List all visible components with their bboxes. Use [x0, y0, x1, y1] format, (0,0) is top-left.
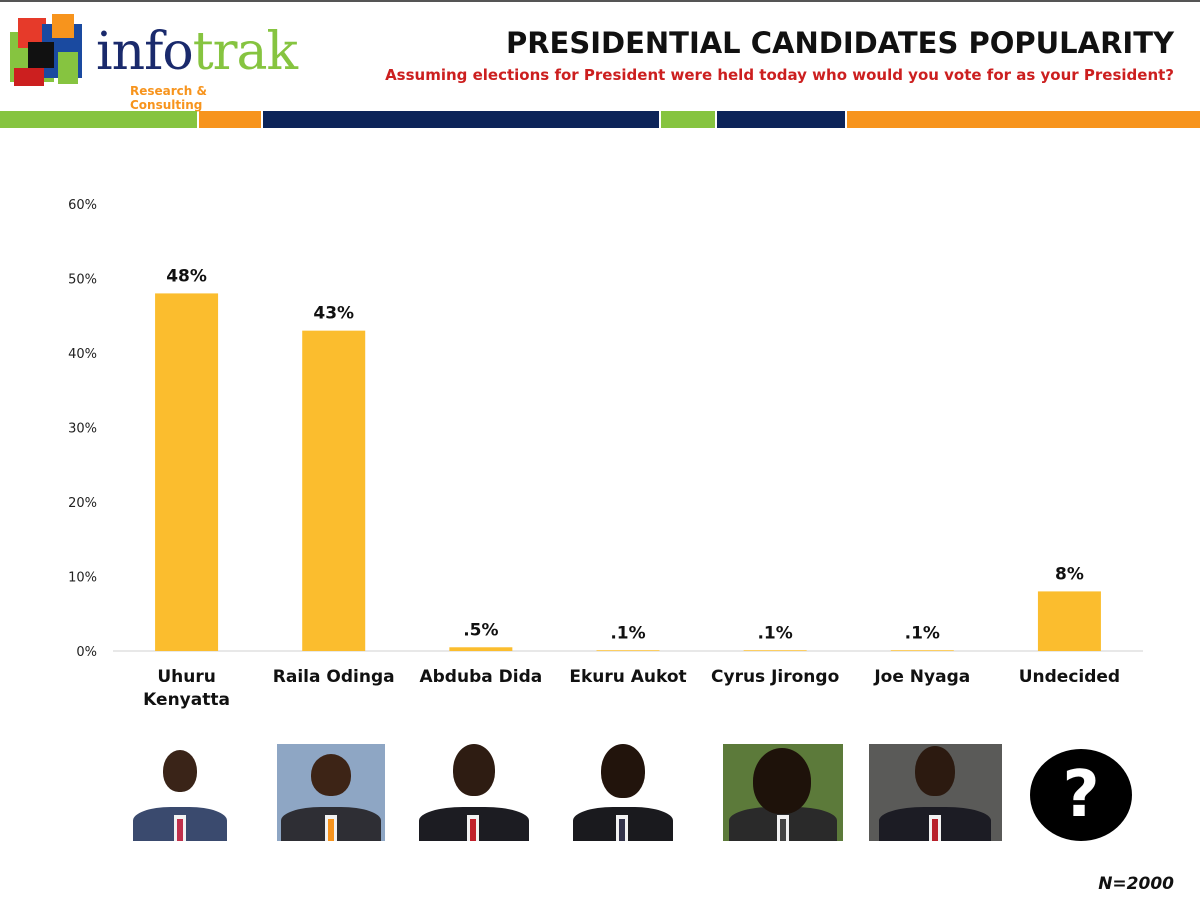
top-border-line: [0, 0, 1200, 2]
data-label: .1%: [905, 623, 940, 643]
category-label: Uhuru: [157, 667, 216, 687]
infotrak-logo: infotrak Research & Consulting: [8, 12, 298, 112]
joe-nyaga-photo: [869, 744, 1002, 841]
undecided-question-icon: ?: [1030, 749, 1132, 841]
data-label: .1%: [757, 623, 792, 643]
bar: [596, 650, 660, 651]
data-label: 43%: [313, 304, 354, 324]
bar-chart: 0% 10% 20% 30% 40% 50% 60% 48% Uhuru Kenyatta 43% R…: [68, 198, 1143, 710]
stripe-green-2: [661, 111, 715, 128]
y-tick-label: 20%: [68, 496, 97, 511]
stripe-navy-2: [717, 111, 845, 128]
stripe-orange-1: [199, 111, 261, 128]
y-tick-label: 0%: [76, 645, 97, 660]
stripe-orange-2: [847, 111, 1200, 128]
y-tick-label: 50%: [68, 273, 97, 288]
page-title: PRESIDENTIAL CANDIDATES POPULARITY: [505, 26, 1174, 60]
uhuru-kenyatta-photo: [131, 744, 229, 841]
page-subtitle: Assuming elections for President were he…: [385, 66, 1174, 84]
logo-subtitle: Research & Consulting: [130, 84, 207, 112]
category-label: Kenyatta: [143, 690, 230, 710]
sample-size-label: N=2000: [1098, 874, 1174, 894]
data-label: .1%: [610, 623, 645, 643]
bar: [890, 650, 954, 651]
category-label: Undecided: [1019, 667, 1120, 687]
category-label: Cyrus Jirongo: [711, 667, 839, 687]
ekuru-aukot-photo: [569, 744, 676, 841]
category-label: Abduba Dida: [419, 667, 542, 687]
bar: [155, 293, 219, 651]
logo-word-accent: trak: [192, 22, 298, 82]
bar: [302, 330, 366, 651]
cyrus-jirongo-photo: [723, 744, 843, 841]
category-label: Ekuru Aukot: [569, 667, 686, 687]
y-tick-label: 10%: [68, 571, 97, 586]
bar: [449, 647, 513, 651]
bar: [743, 650, 807, 651]
bar: [1037, 591, 1101, 651]
data-label: 8%: [1055, 564, 1084, 584]
stripe-green-1: [0, 111, 197, 128]
y-tick-label: 40%: [68, 347, 97, 362]
y-tick-label: 30%: [68, 422, 97, 437]
logo-wordmark: infotrak: [96, 26, 298, 78]
abduba-dida-photo: [411, 744, 536, 841]
raila-odinga-photo: [277, 744, 385, 841]
data-label: 48%: [166, 266, 207, 286]
logo-mark-icon: [10, 14, 82, 86]
data-label: .5%: [463, 620, 498, 640]
logo-word-main: info: [96, 22, 194, 82]
category-label: Raila Odinga: [273, 667, 395, 687]
category-label: Joe Nyaga: [873, 667, 970, 687]
stripe-navy-1: [263, 111, 659, 128]
y-tick-label: 60%: [68, 198, 97, 213]
